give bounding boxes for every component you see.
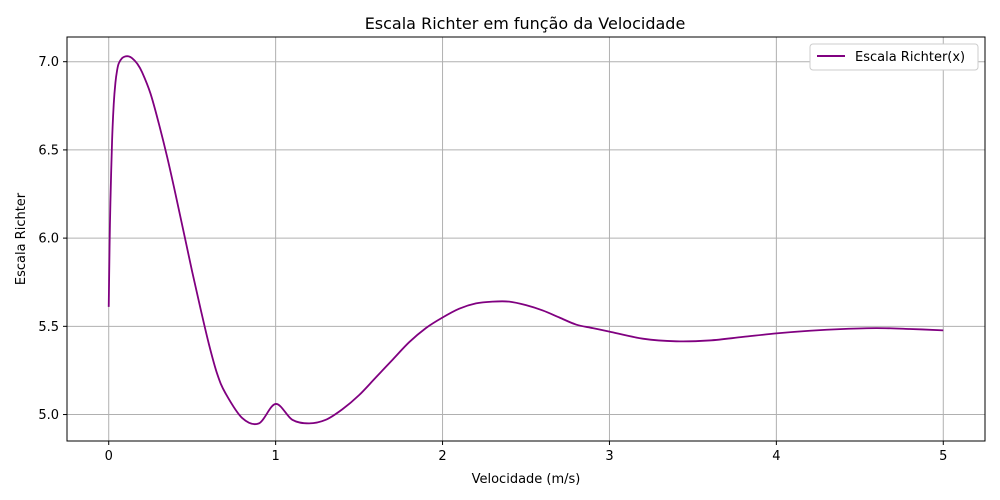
x-tick-label: 3 bbox=[605, 449, 613, 464]
x-tick-label: 2 bbox=[438, 449, 446, 464]
chart-title: Escala Richter em função da Velocidade bbox=[365, 14, 686, 33]
y-tick-label: 5.0 bbox=[38, 408, 59, 423]
y-tick-label: 5.5 bbox=[38, 320, 59, 335]
y-axis-label: Escala Richter bbox=[14, 192, 29, 285]
plot-area: 0 1 2 3 4 5 5.0 5.5 6.0 6.5 7.0 bbox=[38, 36, 986, 464]
axis-ticks: 0 1 2 3 4 5 5.0 5.5 6.0 6.5 7.0 bbox=[38, 55, 947, 464]
y-tick-label: 6.5 bbox=[38, 143, 59, 158]
x-tick-label: 4 bbox=[772, 449, 780, 464]
series-line-escala-richter bbox=[107, 55, 944, 426]
x-tick-label: 5 bbox=[939, 449, 947, 464]
legend-box bbox=[809, 43, 979, 71]
plot-frame bbox=[66, 36, 986, 442]
x-tick-label: 0 bbox=[105, 449, 113, 464]
y-tick-label: 7.0 bbox=[38, 55, 59, 70]
y-tick-label: 6.0 bbox=[38, 232, 59, 247]
legend-label: Escala Richter(x) bbox=[855, 50, 965, 65]
legend: Escala Richter(x) bbox=[809, 43, 979, 71]
x-tick-label: 1 bbox=[271, 449, 279, 464]
x-axis-label: Velocidade (m/s) bbox=[472, 472, 581, 487]
plot-background bbox=[67, 37, 985, 441]
